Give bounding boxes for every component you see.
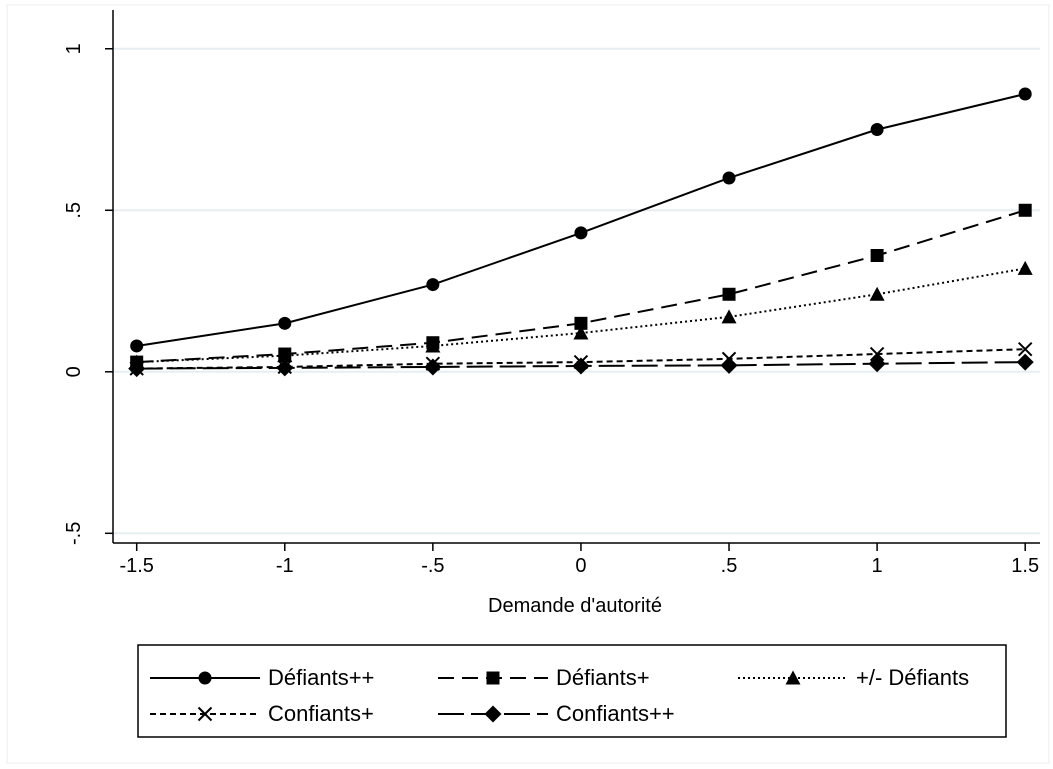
legend-label: Confiants+ [268,701,374,726]
legend-marker [486,671,500,685]
series-4-point [869,346,885,362]
series-4-point-stroke [1017,341,1033,357]
legend-marker-stroke [197,706,213,722]
legend-label: Défiants+ [556,665,650,690]
series-5-point [868,355,886,373]
series-3-point [573,325,589,340]
legend-marker [484,705,502,723]
series-1-point [722,171,736,185]
legend-box [137,644,1007,738]
outer-border [6,4,1050,764]
legend-label: +/- Défiants [856,665,969,690]
y-tick-label: 0 [63,366,85,377]
legend-label: Confiants++ [556,701,675,726]
y-tick-label: -.5 [63,522,85,545]
legend-item-2: Défiants+ [438,665,650,690]
legend-item-4: Confiants+ [150,701,374,726]
series-4-point [1017,341,1033,357]
legend-label: Défiants++ [268,665,374,690]
series-3-point [721,309,737,324]
legend-item-3: +/- Défiants [738,665,969,690]
series-4-point-stroke [869,346,885,362]
series-3-point [277,348,293,363]
series-2-point [722,287,736,301]
series-5-point [276,359,294,377]
y-tick-label: 1 [63,43,85,54]
legend: Défiants++ Défiants+ +/- Défiants Confiants… [137,644,1007,738]
series-2-point [574,316,588,330]
series-5-point [424,358,442,376]
series-5-point [128,360,146,378]
legend-item-1: Défiants++ [150,665,374,690]
y-tick-label: .5 [63,202,85,219]
x-tick-label: 0 [575,555,586,577]
x-tick-label: 1 [872,555,883,577]
x-tick-label: .5 [721,555,738,577]
x-tick-label: 1.5 [1011,555,1039,577]
x-axis-title: Demande d'autorité [488,595,662,617]
plot-area: -.5 0 .5 1 -1.5 -1 -.5 0 .5 1 1.5 [63,10,1040,577]
series-3-point [869,286,885,301]
series-1-point [1018,87,1032,101]
series-5-point [572,357,590,375]
x-tick-label: -1 [276,555,294,577]
legend-marker [197,706,213,722]
legend-marker [198,671,212,685]
x-tick-label: -.5 [421,555,444,577]
series-1-point [870,123,884,137]
series-1-point [130,339,144,353]
series-5-point [1016,353,1034,371]
x-tick-label: -1.5 [119,555,153,577]
series-3-point [425,338,441,353]
series-5-point [720,356,738,374]
series-1-point [574,226,588,240]
series-1-point [278,316,292,330]
legend-marker [785,670,801,685]
series-2-point [1018,203,1032,217]
series-1-point [426,278,440,292]
series-3-point [1017,260,1033,275]
series-2-point [870,249,884,263]
legend-item-5: Confiants++ [438,701,675,726]
